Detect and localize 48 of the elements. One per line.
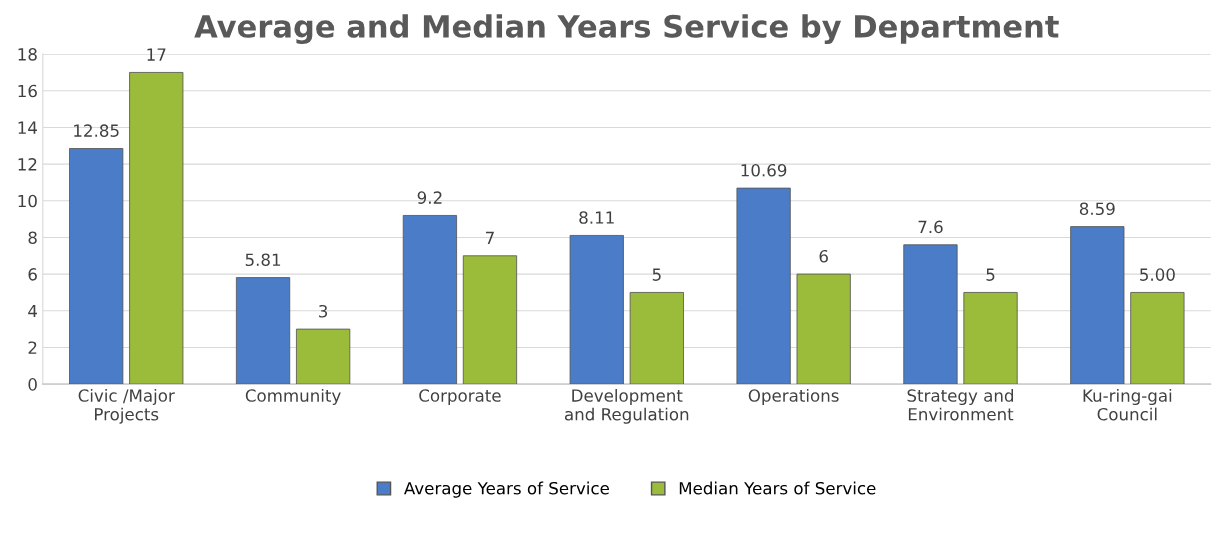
data-label: 12.85 <box>74 124 119 137</box>
bar <box>296 328 351 385</box>
data-label: 6 <box>819 249 828 263</box>
y-tick-label: 14 <box>18 121 38 134</box>
data-label: 7.6 <box>918 220 943 234</box>
bar <box>736 187 791 385</box>
data-label: 5 <box>986 268 995 281</box>
x-tick-label: Development and Regulation <box>564 388 689 424</box>
data-label: 10.69 <box>741 163 787 177</box>
legend-label: Median Years of Service <box>679 481 876 495</box>
y-tick-label: 12 <box>18 158 37 171</box>
y-tick-label: 2 <box>28 341 37 354</box>
data-label: 3 <box>319 304 328 318</box>
data-label: 17 <box>147 48 166 61</box>
data-label: 7 <box>486 231 494 244</box>
y-tick-label: 0 <box>28 378 37 391</box>
bar <box>629 292 684 385</box>
y-tick-label: 16 <box>18 84 37 98</box>
bar <box>402 215 458 385</box>
bar <box>69 148 124 385</box>
data-label: 8.59 <box>1079 202 1115 216</box>
y-tick-label: 8 <box>28 231 37 245</box>
x-tick-label: Operations <box>748 388 839 406</box>
y-tick-label: 10 <box>18 194 37 208</box>
y-tick-label: 6 <box>28 268 37 281</box>
x-tick-label: Civic /Major Projects <box>78 388 175 424</box>
y-tick-label: 18 <box>18 48 37 61</box>
bar <box>129 72 184 385</box>
bar <box>903 244 958 385</box>
legend-label: Average Years of Service <box>404 481 609 498</box>
x-tick-label: Ku-ring-gai Council <box>1083 388 1172 421</box>
x-tick-label: Corporate <box>419 389 501 406</box>
bar <box>462 255 518 385</box>
data-label: 5 <box>652 268 661 281</box>
bar <box>569 235 624 385</box>
bar <box>235 277 291 385</box>
bar <box>1070 226 1125 385</box>
data-label: 9.2 <box>417 191 442 204</box>
data-label: 5.81 <box>245 253 281 267</box>
bar <box>1130 292 1185 385</box>
x-tick-label: Community <box>245 388 341 406</box>
bar <box>796 273 851 385</box>
data-label: 5.00 <box>1140 268 1175 281</box>
bar <box>963 292 1018 385</box>
y-tick-label: 4 <box>28 304 38 318</box>
chart-title: Average and Median Years Service by Department <box>194 14 1059 45</box>
data-label: 8.11 <box>579 211 614 224</box>
x-tick-label: Strategy and Environment <box>907 388 1014 421</box>
